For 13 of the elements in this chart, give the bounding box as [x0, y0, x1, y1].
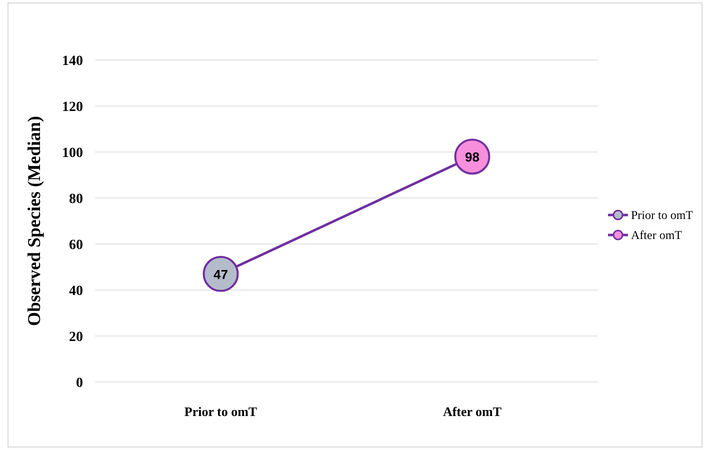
y-tick-label: 100 [62, 146, 83, 161]
legend-label: Prior to omT [631, 208, 694, 222]
y-tick-label: 140 [62, 54, 83, 69]
y-tick-label: 0 [76, 376, 83, 391]
y-axis-title: Observed Species (Median) [24, 116, 44, 326]
legend-label: After omT [631, 228, 683, 242]
y-tick-label: 80 [69, 192, 83, 207]
y-tick-label: 40 [69, 284, 83, 299]
y-tick-label: 120 [62, 100, 83, 115]
y-tick-label: 20 [69, 330, 83, 345]
y-tick-label: 60 [69, 238, 83, 253]
data-label: 98 [465, 150, 480, 165]
data-label: 47 [214, 266, 228, 282]
